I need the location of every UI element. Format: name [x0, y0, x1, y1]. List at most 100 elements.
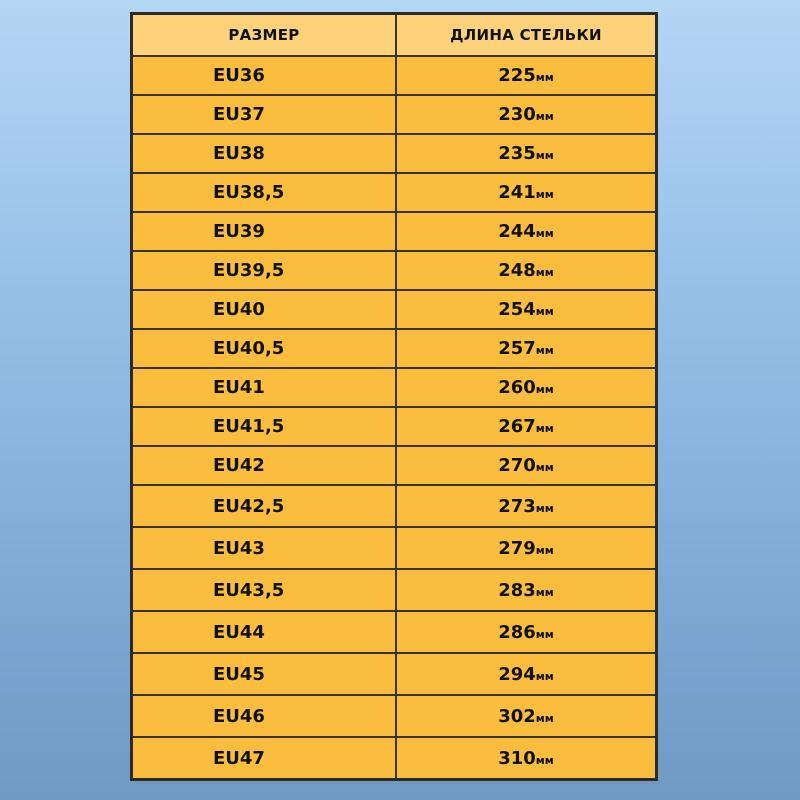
length-value: 310 [498, 747, 536, 769]
length-cell: 273мм [395, 484, 658, 528]
size-value: EU43,5 [213, 579, 285, 601]
length-cell: 248мм [395, 250, 658, 291]
length-cell: 254мм [395, 289, 658, 330]
size-cell: EU47 [130, 736, 397, 781]
size-value: EU40,5 [213, 338, 285, 359]
size-cell: EU42 [130, 445, 397, 486]
size-cell: EU38 [130, 133, 397, 174]
unit-label: мм [535, 188, 554, 201]
length-value: 254 [498, 299, 536, 320]
length-value: 260 [498, 377, 536, 398]
table-row: EU40 254мм [130, 289, 658, 330]
table-row: EU39,5 248мм [130, 250, 658, 291]
length-value: 257 [498, 338, 536, 359]
table-row: EU45 294мм [130, 652, 658, 696]
length-cell: 294мм [395, 652, 658, 696]
length-value: 283 [498, 579, 536, 601]
length-value: 244 [498, 221, 536, 242]
length-cell: 241мм [395, 172, 658, 213]
length-cell: 244мм [395, 211, 658, 252]
length-cell: 279мм [395, 526, 658, 570]
unit-label: мм [535, 627, 554, 641]
unit-label: мм [535, 266, 554, 279]
table-row: EU40,5 257мм [130, 328, 658, 369]
size-value: EU43 [213, 537, 265, 559]
length-value: 267 [498, 416, 536, 437]
unit-label: мм [535, 461, 554, 474]
table-row: EU41,5 267мм [130, 406, 658, 447]
size-value: EU41 [213, 377, 265, 398]
unit-label: мм [535, 149, 554, 162]
size-cell: EU36 [130, 55, 397, 96]
unit-label: мм [535, 344, 554, 357]
header-row: РАЗМЕР ДЛИНА СТЕЛЬКИ [130, 12, 658, 57]
table-row: EU47 310мм [130, 736, 658, 781]
table-row: EU46 302мм [130, 694, 658, 738]
length-cell: 230мм [395, 94, 658, 135]
table-row: EU37 230мм [130, 94, 658, 135]
size-cell: EU45 [130, 652, 397, 696]
length-value: 225 [498, 65, 536, 86]
length-value: 270 [498, 455, 536, 476]
size-value: EU39,5 [213, 260, 285, 281]
unit-label: мм [535, 227, 554, 240]
length-value: 302 [498, 705, 536, 727]
length-cell: 283мм [395, 568, 658, 612]
size-cell: EU40 [130, 289, 397, 330]
table-row: EU43,5 283мм [130, 568, 658, 612]
size-value: EU47 [213, 747, 265, 769]
size-value: EU42,5 [213, 495, 285, 517]
length-value: 248 [498, 260, 536, 281]
size-cell: EU41,5 [130, 406, 397, 447]
size-value: EU36 [213, 65, 265, 86]
table-row: EU39 244мм [130, 211, 658, 252]
length-cell: 235мм [395, 133, 658, 174]
header-insole-length: ДЛИНА СТЕЛЬКИ [395, 12, 658, 57]
table-row: EU42,5 273мм [130, 484, 658, 528]
unit-label: мм [535, 585, 554, 599]
length-cell: 225мм [395, 55, 658, 96]
size-cell: EU39 [130, 211, 397, 252]
size-cell: EU44 [130, 610, 397, 654]
size-value: EU46 [213, 705, 265, 727]
unit-label: мм [535, 422, 554, 435]
table-row: EU38,5 241мм [130, 172, 658, 213]
length-cell: 310мм [395, 736, 658, 781]
unit-label: мм [535, 305, 554, 318]
unit-label: мм [535, 669, 554, 683]
unit-label: мм [535, 543, 554, 557]
size-cell: EU41 [130, 367, 397, 408]
size-value: EU37 [213, 104, 265, 125]
unit-label: мм [535, 711, 554, 725]
table-row: EU41 260мм [130, 367, 658, 408]
length-value: 294 [498, 663, 536, 685]
size-cell: EU43,5 [130, 568, 397, 612]
size-cell: EU40,5 [130, 328, 397, 369]
size-value: EU41,5 [213, 416, 285, 437]
unit-label: мм [535, 753, 554, 767]
length-cell: 267мм [395, 406, 658, 447]
unit-label: мм [535, 110, 554, 123]
size-cell: EU43 [130, 526, 397, 570]
table-row: EU43 279мм [130, 526, 658, 570]
table-row: EU44 286мм [130, 610, 658, 654]
table-row: EU42 270мм [130, 445, 658, 486]
unit-label: мм [535, 383, 554, 396]
length-value: 235 [498, 143, 536, 164]
size-value: EU42 [213, 455, 265, 476]
size-value: EU45 [213, 663, 265, 685]
size-value: EU38 [213, 143, 265, 164]
table-row: EU38 235мм [130, 133, 658, 174]
unit-label: мм [535, 71, 554, 84]
table-row: EU36 225мм [130, 55, 658, 96]
size-value: EU39 [213, 221, 265, 242]
length-cell: 270мм [395, 445, 658, 486]
size-value: EU38,5 [213, 182, 285, 203]
length-value: 286 [498, 621, 536, 643]
size-cell: EU37 [130, 94, 397, 135]
header-size: РАЗМЕР [130, 12, 397, 57]
length-value: 273 [498, 495, 536, 517]
size-cell: EU46 [130, 694, 397, 738]
size-value: EU44 [213, 621, 265, 643]
unit-label: мм [535, 501, 554, 515]
